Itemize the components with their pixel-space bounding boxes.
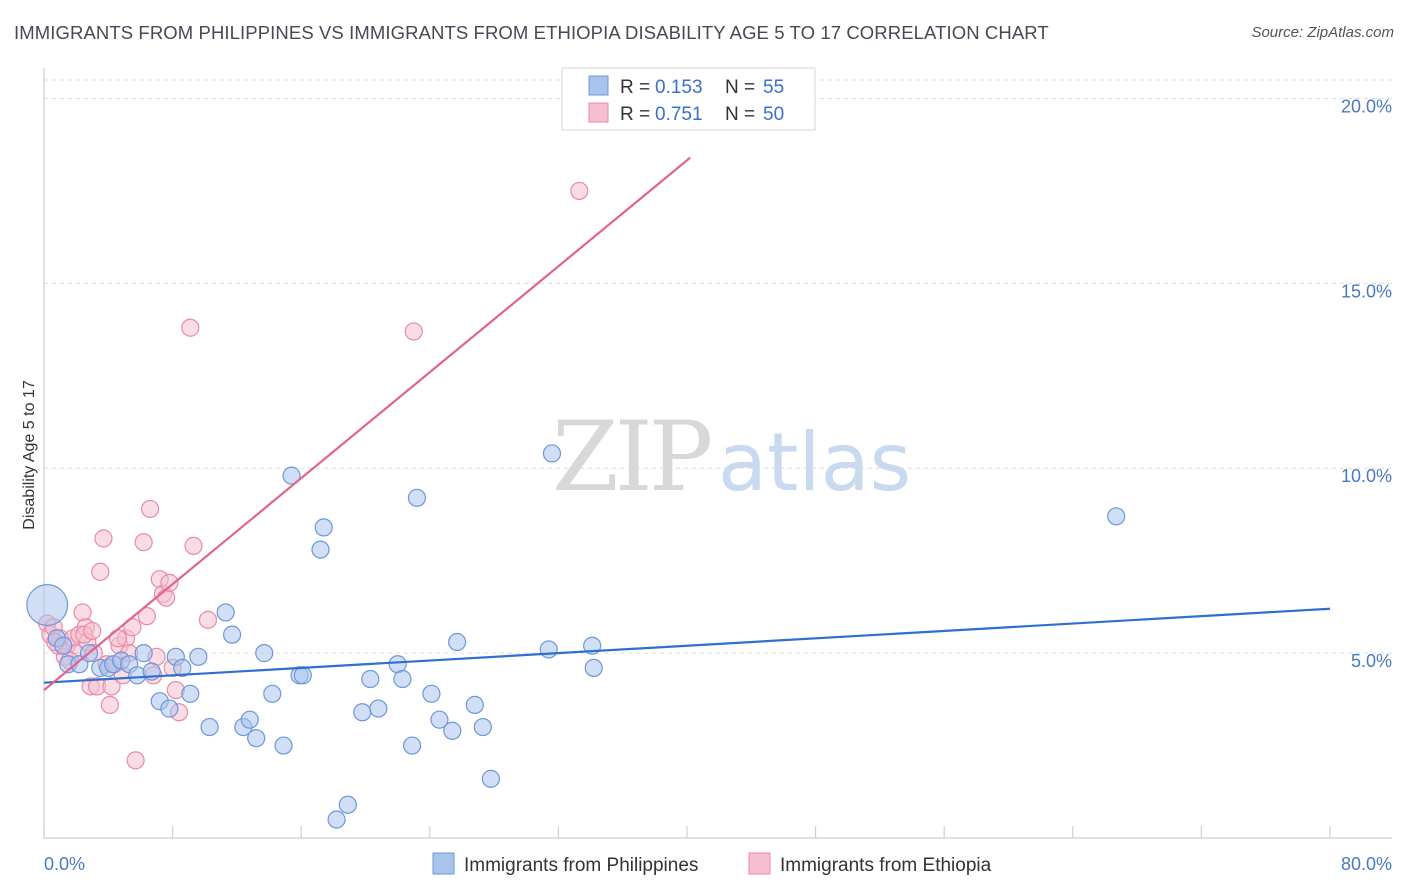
philippines-point	[353, 703, 372, 722]
philippines-point	[189, 647, 208, 666]
philippines-point	[407, 488, 427, 507]
ethiopia-point	[94, 529, 113, 548]
ethiopia-point	[73, 603, 92, 622]
bottom-legend-philippines: Immigrants from Philippines	[464, 855, 698, 876]
series-philippines-points	[26, 444, 1126, 829]
legend-r-value-2: 0.751	[655, 104, 703, 125]
ethiopia-point	[181, 318, 200, 337]
philippines-point	[539, 640, 558, 659]
philippines-point	[422, 684, 441, 703]
ethiopia-point	[123, 618, 142, 637]
philippines-point	[200, 717, 219, 737]
philippines-point	[293, 666, 312, 685]
philippines-point	[443, 721, 462, 740]
ethiopia-point	[160, 573, 179, 592]
philippines-point	[282, 466, 301, 485]
philippines-point	[247, 729, 266, 748]
philippines-trend-line	[43, 607, 1331, 684]
ethiopia-point	[108, 629, 128, 648]
philippines-point	[403, 736, 422, 755]
philippines-point	[181, 684, 200, 703]
legend-r-value-1: 0.153	[655, 77, 703, 98]
correlation-legend: R = 0.153 N = 55 R = 0.751 N = 50	[561, 67, 816, 131]
legend-swatch-ethiopia	[588, 102, 609, 123]
y-tick-label: 10.0%	[1341, 466, 1392, 486]
source-credit: Source: ZipAtlas.com	[1251, 24, 1394, 41]
legend-swatch-philippines	[588, 75, 609, 96]
legend-r-label-1: R =	[620, 77, 650, 98]
philippines-point	[338, 795, 357, 814]
bottom-legend-swatch-ethiopia	[748, 852, 771, 875]
ethiopia-point	[184, 536, 203, 555]
ethiopia-point	[83, 621, 102, 641]
y-tick-labels: 5.0% 10.0% 15.0% 20.0%	[1341, 96, 1392, 671]
philippines-point	[222, 625, 242, 644]
philippines-point	[584, 658, 603, 678]
philippines-point	[173, 658, 192, 678]
philippines-point	[393, 669, 412, 689]
chart-title: IMMIGRANTS FROM PHILIPPINES VS IMMIGRANT…	[14, 22, 1049, 43]
philippines-point	[314, 518, 333, 537]
philippines-point	[255, 644, 274, 663]
legend-n-label-2: N =	[725, 104, 755, 125]
ethiopia-point	[126, 751, 145, 770]
philippines-point	[274, 736, 293, 755]
philippines-point	[134, 644, 153, 663]
ethiopia-point	[134, 533, 153, 552]
philippines-point	[54, 636, 73, 655]
ethiopia-point	[91, 562, 110, 581]
watermark-atlas: atlas	[718, 416, 911, 509]
philippines-point	[311, 540, 330, 559]
y-tick-label: 20.0%	[1341, 96, 1392, 116]
philippines-point	[465, 695, 484, 714]
y-axis-label: Disability Age 5 to 17	[21, 380, 38, 530]
philippines-point	[430, 710, 449, 729]
watermark-zip: ZIP	[552, 401, 711, 513]
watermark: ZIP atlas	[552, 401, 911, 513]
philippines-point	[481, 769, 500, 788]
bottom-legend-swatch-philippines	[432, 852, 455, 875]
series-legend: Immigrants from Philippines Immigrants f…	[432, 852, 992, 876]
legend-n-value-1: 55	[763, 77, 784, 98]
philippines-point	[216, 603, 235, 622]
ethiopia-point	[100, 695, 120, 714]
ethiopia-point	[404, 322, 423, 341]
ethiopia-point	[570, 181, 589, 201]
y-tick-label: 5.0%	[1351, 651, 1392, 671]
philippines-point	[240, 710, 259, 729]
ethiopia-point	[198, 610, 218, 629]
philippines-point	[263, 684, 282, 703]
x-tick-label-max: 80.0%	[1341, 854, 1392, 874]
philippines-point	[448, 632, 467, 652]
legend-n-value-2: 50	[763, 104, 784, 125]
legend-n-label-1: N =	[725, 77, 755, 98]
philippines-point	[361, 669, 380, 689]
x-tick-label-min: 0.0%	[44, 854, 85, 874]
philippines-point	[473, 717, 492, 737]
ethiopia-point	[157, 588, 176, 607]
philippines-point	[369, 699, 388, 718]
bottom-legend-ethiopia: Immigrants from Ethiopia	[780, 855, 992, 876]
philippines-point	[542, 444, 562, 463]
philippines-point	[26, 584, 69, 627]
philippines-point	[1107, 507, 1126, 526]
ethiopia-point	[137, 607, 156, 626]
y-tick-label: 15.0%	[1341, 281, 1392, 301]
philippines-point	[160, 699, 179, 718]
legend-r-label-2: R =	[620, 104, 650, 125]
x-axis-ticks	[43, 826, 1331, 838]
series-ethiopia-points	[38, 181, 589, 770]
gridlines	[44, 79, 1392, 654]
ethiopia-point	[140, 499, 160, 519]
philippines-point	[327, 810, 346, 829]
ethiopia-trend-line	[43, 156, 691, 691]
